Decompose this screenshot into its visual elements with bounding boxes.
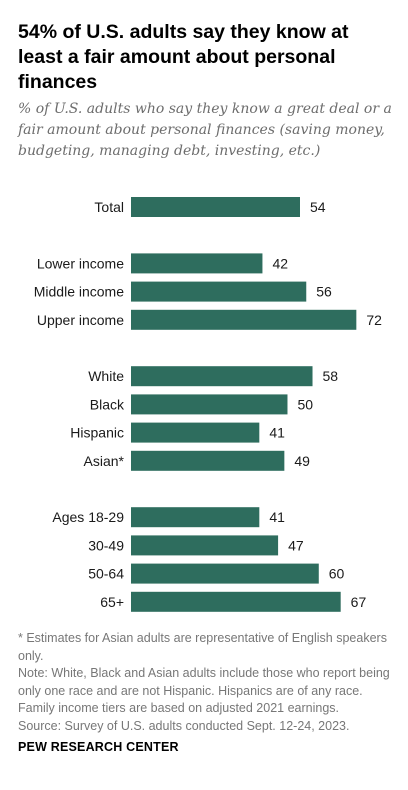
bar-upper-income bbox=[131, 309, 357, 330]
org-name: PEW RESEARCH CENTER bbox=[18, 740, 179, 754]
category-label-lower-income: Lower income bbox=[37, 255, 124, 271]
value-label-30-49: 47 bbox=[288, 537, 304, 553]
value-label-65: 67 bbox=[351, 594, 367, 610]
note-text: Note: White, Black and Asian adults incl… bbox=[18, 666, 390, 716]
value-label-total: 54 bbox=[310, 199, 326, 215]
value-label-ages-18-29: 41 bbox=[269, 509, 285, 525]
bar-lower-income bbox=[131, 253, 263, 274]
bar-50-64 bbox=[131, 563, 319, 584]
category-label-asian: Asian* bbox=[84, 453, 125, 469]
bar-30-49 bbox=[131, 535, 279, 556]
category-label-65: 65+ bbox=[100, 594, 124, 610]
value-label-black: 50 bbox=[297, 396, 313, 412]
category-label-50-64: 50-64 bbox=[88, 566, 124, 582]
category-label-white: White bbox=[88, 368, 124, 384]
value-label-middle-income: 56 bbox=[316, 284, 332, 300]
bar-white bbox=[131, 366, 313, 387]
category-label-total: Total bbox=[94, 199, 124, 215]
category-label-ages-18-29: Ages 18-29 bbox=[52, 509, 124, 525]
chart-subtitle: % of U.S. adults who say they know a gre… bbox=[18, 101, 392, 159]
source-text: Source: Survey of U.S. adults conducted … bbox=[18, 718, 350, 733]
value-label-hispanic: 41 bbox=[269, 425, 285, 441]
bar-total bbox=[131, 197, 300, 217]
bar-65 bbox=[131, 591, 341, 612]
bar-ages-18-29 bbox=[131, 507, 260, 528]
value-label-50-64: 60 bbox=[329, 566, 345, 582]
value-label-white: 58 bbox=[323, 368, 339, 384]
category-label-hispanic: Hispanic bbox=[70, 425, 124, 441]
value-label-asian: 49 bbox=[294, 453, 310, 469]
value-label-upper-income: 72 bbox=[366, 312, 382, 328]
category-label-middle-income: Middle income bbox=[34, 284, 124, 300]
category-label-black: Black bbox=[90, 396, 125, 412]
value-label-lower-income: 42 bbox=[272, 255, 288, 271]
footnote-asian: * Estimates for Asian adults are represe… bbox=[18, 631, 387, 663]
category-label-30-49: 30-49 bbox=[88, 537, 124, 553]
bar-chart: Total 54 Lower income 42 Middle income 56 Uppe… bbox=[34, 197, 382, 612]
bar-middle-income bbox=[131, 281, 307, 302]
bar-black bbox=[131, 394, 288, 415]
chart-notes: * Estimates for Asian adults are represe… bbox=[18, 630, 396, 736]
bar-asian bbox=[131, 450, 285, 471]
bar-hispanic bbox=[131, 422, 260, 443]
category-label-upper-income: Upper income bbox=[37, 312, 124, 328]
chart-title: 54% of U.S. adults say they know at leas… bbox=[18, 21, 349, 93]
